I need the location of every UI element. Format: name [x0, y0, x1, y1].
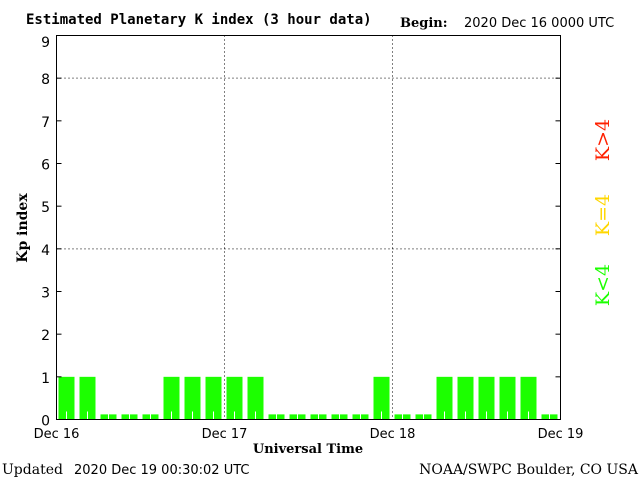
y-tick-label: 8 [41, 72, 50, 88]
kp-bar [205, 376, 222, 420]
begin-label: Begin: [400, 16, 448, 31]
y-axis-label: Kp index [15, 193, 31, 263]
y-tick-label: 0 [41, 414, 50, 430]
kp-bar [436, 376, 453, 420]
kp-bar [247, 376, 264, 420]
updated-label: Updated [2, 462, 63, 478]
x-tick-label: Dec 16 [34, 427, 80, 442]
begin-value: 2020 Dec 16 0000 UTC [464, 16, 614, 31]
kp-bar [373, 376, 390, 420]
x-tick-label: Dec 18 [370, 427, 416, 442]
x-tick-label: Dec 19 [538, 427, 584, 442]
y-tick-label: 5 [41, 200, 50, 216]
x-tick-label: Dec 17 [202, 427, 248, 442]
kp-bar [478, 376, 495, 420]
kp-bar [226, 376, 243, 420]
plot-frame [56, 35, 561, 420]
y-tick-label: 3 [41, 286, 50, 302]
kp-bar [79, 376, 96, 420]
updated-value: 2020 Dec 19 00:30:02 UTC [74, 463, 249, 478]
chart-title: Estimated Planetary K index (3 hour data… [26, 12, 372, 28]
legend-entry: K=4 [592, 194, 614, 236]
source-credit: NOAA/SWPC Boulder, CO USA [419, 462, 639, 478]
legend-entry: K>4 [592, 119, 614, 161]
kp-bar [184, 376, 201, 420]
y-tick-label: 1 [41, 371, 50, 387]
kp-bar [520, 376, 537, 420]
kp-bar [58, 376, 75, 420]
kp-bar [499, 376, 516, 420]
legend-entry: K<4 [592, 264, 614, 306]
y-tick-label: 6 [41, 158, 50, 174]
y-tick-label: 2 [41, 328, 50, 344]
y-tick-label: 7 [41, 115, 50, 131]
kp-bar [457, 376, 474, 420]
y-tick-label: 9 [41, 35, 50, 51]
y-tick-label: 4 [41, 243, 50, 259]
kp-bar [163, 376, 180, 420]
x-axis-label: Universal Time [253, 442, 363, 457]
